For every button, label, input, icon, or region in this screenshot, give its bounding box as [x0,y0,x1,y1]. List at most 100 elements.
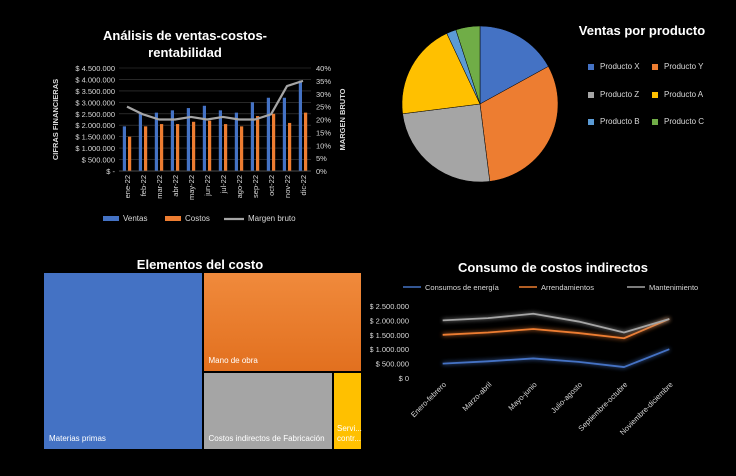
x-tick-label: abr-22 [171,175,180,197]
legend-swatch-costos [165,216,181,221]
treemap-cell-label: Materias primas [49,434,106,443]
pie-legend-swatch [652,118,658,125]
pie-legend-item: Producto Y [652,62,703,71]
y-tick-label: $ 0 [399,374,409,383]
y2-tick-label: 20% [316,116,331,125]
x-tick-label: Mayo-junio [506,380,538,412]
bar-ventas [250,102,254,171]
series-line-mantenimiento [442,312,670,334]
pie-legend-item: Producto C [652,117,704,126]
y-tick-label: $ 2.000.000 [370,316,409,325]
y-tick-label: $ 1.500.000 [370,331,409,340]
bar-ventas [154,112,158,171]
x-tick-label: Julio-agosto [549,380,584,415]
pie-slice-producto-a [401,33,481,115]
x-tick-label: Enero-febrero [409,380,448,419]
cost-elements-treemap-title: Elementos del costo [136,257,264,272]
bar-ventas [186,108,190,171]
y2-tick-label: 40% [316,64,331,73]
x-tick-label: Marzo-abril [461,380,494,413]
pie-slice-producto-z [402,103,491,183]
pie-legend-label: Producto B [600,117,640,126]
treemap-cell-label: Mano de obra [208,355,258,365]
x-tick-label: jul-22 [219,175,228,194]
indirect-costs-line-chart: $ 0 $ 500.000 $ 1.000.000 $ 1.500.000 $ 2.00… [370,283,698,437]
x-tick-label: may-22 [187,175,196,200]
bar-costos [192,121,196,171]
indirect-costs-line-panel: Consumo de costos indirectos $ 0 $ 500.00… [370,250,736,476]
product-sales-pie-chart [401,25,559,183]
pie-slice-producto-c [455,25,481,105]
y-tick-label: $ 500.000 [82,156,115,165]
bar-costos [304,112,308,171]
y-tick-label: $ 1.000.000 [75,144,115,153]
cost-elements-treemap-panel: Elementos del costo Materias primas Mano … [0,250,370,476]
y2-tick-label: 25% [316,103,331,112]
y2-tick-label: 15% [316,128,331,137]
bar-ventas [266,97,270,171]
bar-costos [208,120,212,171]
x-tick-label: mar-22 [155,175,164,199]
bar-ventas [282,97,286,171]
legend-label: Arrendamientos [541,283,594,292]
x-tick-label: feb-22 [139,175,148,196]
y-tick-label: $ 4.500.000 [75,64,115,73]
bar-ventas [298,80,302,171]
pie-legend-swatch [652,63,658,70]
y-tick-label: $ 1.000.000 [370,345,409,354]
bar-ventas [170,110,174,171]
legend-swatch-ventas [103,216,119,221]
y-tick-label: $ 3.500.000 [75,87,115,96]
legend-label: Mantenimiento [649,283,698,292]
bar-ventas [202,105,206,171]
pie-legend-swatch [588,118,594,125]
pie-legend-label: Producto Y [664,62,704,71]
y-tick-label: $ 2.500.000 [75,110,115,119]
cost-elements-treemap: Materias primas Mano de obra Costos indire… [43,272,362,450]
legend-label-margen: Margen bruto [248,214,296,223]
series-line-consumos-de-energía [442,348,670,368]
indirect-costs-line-title: Consumo de costos indirectos [458,260,648,275]
bar-ventas [234,112,238,171]
series-line-margen-bruto [126,79,304,121]
bar-ventas [218,110,222,171]
pie-slice-producto-y [479,66,559,182]
sales-cost-chart-title-line1: Análisis de ventas-costos- [103,28,267,43]
pie-legend-label: Producto Z [600,90,640,99]
pie-legend-swatch [652,91,658,98]
y2-axis-title: MARGEN BRUTO [338,88,347,150]
bar-costos [256,116,260,171]
y2-tick-label: 0% [316,167,327,176]
pie-legend-item: Producto A [652,90,703,99]
treemap-cell-label: Costos indirectos de Fabricación [208,433,325,443]
sales-cost-chart-title-line2: rentabilidad [148,45,222,60]
y-tick-label: $ 4.000.000 [75,75,115,84]
treemap-cell-1: Mano de obra [202,272,362,372]
y-tick-label: $ 2.500.000 [370,302,409,311]
product-sales-pie-title: Ventas por producto [578,23,706,38]
pie-legend-label: Producto A [664,90,704,99]
y2-tick-label: 5% [316,154,327,163]
y2-tick-label: 35% [316,77,331,86]
treemap-cell-2: Costos indirectos de Fabricación [202,371,333,450]
pie-legend-swatch [588,91,594,98]
sales-cost-chart-title: Análisis de ventas-costos- rentabilidad [0,27,370,61]
y-axis-title: CIFRAS FINANCIERAS [51,79,60,160]
sales-cost-chart-panel: Análisis de ventas-costos- rentabilidad … [0,0,370,240]
y-tick-label: $ - [106,167,115,176]
pie-legend-item: Producto B [588,117,640,126]
x-tick-label: oct-22 [267,175,276,196]
legend-label: Consumos de energía [425,283,500,292]
x-tick-label: nov-22 [283,175,292,198]
legend-label-costos: Costos [185,214,210,223]
pie-legend-item: Producto Z [588,90,639,99]
bar-costos [144,126,148,171]
legend-label-ventas: Ventas [123,214,147,223]
product-sales-pie-panel: Ventas por producto Producto X Producto Y… [370,0,736,240]
y-tick-label: $ 3.000.000 [75,98,115,107]
bar-costos [272,113,276,171]
x-tick-label: dic-22 [299,175,308,195]
bar-costos [240,126,244,171]
x-tick-label: ene-22 [123,175,132,198]
series-line-arrendamientos [442,318,670,340]
